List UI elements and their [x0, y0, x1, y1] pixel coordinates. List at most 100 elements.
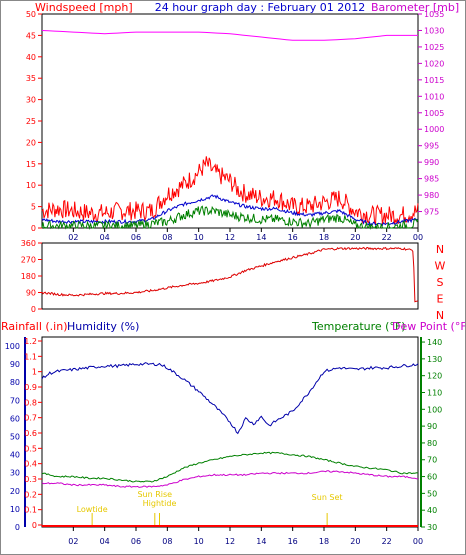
panel3-x-tick-label: 08	[162, 537, 172, 546]
rainfall-tick-label: 0.7	[24, 414, 37, 423]
panel3-x-tick-label: 22	[382, 537, 392, 546]
compass-label: N	[436, 243, 444, 256]
rainfall-tick-label: 0	[32, 521, 37, 530]
windspeed-tick-label: 0	[31, 224, 36, 233]
annotation-label: Sun Set	[312, 493, 343, 502]
panel3-x-tick-label: 10	[194, 537, 204, 546]
barometer-tick-label: 985	[424, 175, 439, 184]
series-temperature	[41, 451, 419, 483]
panel1-x-tick-label: 16	[288, 233, 298, 242]
barometer-tick-label: 1025	[424, 43, 444, 52]
windspeed-tick-label: 45	[26, 31, 36, 40]
rainfall-tick-label: 0.6	[24, 429, 37, 438]
panel2-frame	[41, 242, 419, 310]
compass-label: S	[437, 276, 444, 289]
panel1-x-tick-label: 08	[162, 233, 172, 242]
windspeed-tick-label: 10	[26, 181, 36, 190]
rainfall-tick-label: 0.3	[24, 475, 37, 484]
temperature-tick-label: 80	[427, 439, 437, 448]
series-humidity	[41, 362, 419, 435]
panel3-x-tick-label: 20	[350, 537, 360, 546]
humidity-axis-title: Humidity (%)	[67, 320, 139, 333]
temperature-tick-label: 30	[427, 523, 437, 532]
rainfall-tick-label: 1.1	[24, 352, 37, 361]
humidity-tick-label: 80	[10, 378, 20, 387]
temperature-tick-label: 60	[427, 473, 437, 482]
windspeed-tick-label: 30	[26, 96, 36, 105]
series-windspeed-low	[41, 205, 419, 230]
humidity-tick-label: 0	[15, 523, 20, 532]
barometer-axis-title: Barometer [mb]	[371, 1, 459, 14]
temperature-axis-title: Temperature (°F)	[311, 320, 406, 333]
temperature-tick-label: 120	[427, 372, 442, 381]
humidity-tick-label: 30	[10, 469, 20, 478]
barometer-tick-label: 975	[424, 208, 439, 217]
humidity-tick-label: 60	[10, 414, 20, 423]
rainfall-tick-label: 1	[32, 368, 37, 377]
panel1-x-tick-label: 18	[319, 233, 329, 242]
windspeed-tick-label: 20	[26, 138, 36, 147]
annotation-label: Lowtide	[77, 505, 108, 514]
windspeed-tick-label: 40	[26, 53, 36, 62]
panel3-x-tick-label: 14	[256, 537, 266, 546]
barometer-tick-label: 995	[424, 142, 439, 151]
direction-tick-label: 180	[21, 272, 36, 281]
rainfall-tick-label: 0.2	[24, 490, 37, 499]
panel3-x-tick-label: 04	[100, 537, 110, 546]
windspeed-tick-label: 15	[26, 160, 36, 169]
panel1-frame	[41, 13, 419, 229]
barometer-tick-label: 1030	[424, 26, 444, 35]
panel3-x-tick-label: 12	[225, 537, 235, 546]
temperature-tick-label: 140	[427, 338, 442, 347]
panel1-x-tick-label: 14	[256, 233, 266, 242]
barometer-tick-label: 1010	[424, 92, 444, 101]
temperature-tick-label: 90	[427, 422, 437, 431]
humidity-tick-label: 40	[10, 451, 20, 460]
temperature-tick-label: 130	[427, 355, 442, 364]
panel3-x-tick-label: 02	[68, 537, 78, 546]
compass-label: E	[437, 293, 444, 306]
barometer-tick-label: 1015	[424, 76, 444, 85]
rainfall-tick-label: 0.5	[24, 444, 37, 453]
panel3-x-tick-label: 18	[319, 537, 329, 546]
annotation-label: Sun Rise	[137, 490, 172, 499]
direction-tick-label: 360	[21, 239, 36, 248]
series-dew-point	[41, 470, 419, 488]
humidity-tick-label: 100	[5, 342, 20, 351]
panel3-frame	[41, 336, 419, 528]
panel1-x-tick-label: 10	[194, 233, 204, 242]
direction-tick-label: 0	[31, 305, 36, 314]
temperature-tick-label: 110	[427, 388, 442, 397]
barometer-tick-label: 980	[424, 191, 439, 200]
barometer-tick-label: 1020	[424, 59, 444, 68]
direction-tick-label: 270	[21, 256, 36, 265]
series-windspeed-average	[41, 194, 419, 227]
humidity-tick-label: 50	[10, 433, 20, 442]
annotation-label: Hightide	[143, 499, 177, 508]
temperature-tick-label: 40	[427, 506, 437, 515]
rainfall-tick-label: 1.2	[24, 337, 37, 346]
compass-label: W	[435, 260, 446, 273]
rainfall-tick-label: 0.8	[24, 398, 37, 407]
humidity-tick-label: 10	[10, 505, 20, 514]
windspeed-tick-label: 50	[26, 10, 36, 19]
windspeed-tick-label: 35	[26, 74, 36, 83]
rainfall-tick-label: 0.4	[24, 460, 37, 469]
chart-title: 24 hour graph day : February 01 2012	[155, 1, 366, 14]
dewpoint-axis-title: Dew Point (°F)	[392, 320, 466, 333]
temperature-tick-label: 70	[427, 456, 437, 465]
panel1-x-tick-label: 04	[100, 233, 110, 242]
humidity-tick-label: 90	[10, 360, 20, 369]
temperature-tick-label: 50	[427, 489, 437, 498]
compass-label: N	[436, 309, 444, 322]
windspeed-tick-label: 5	[31, 203, 36, 212]
barometer-tick-label: 990	[424, 158, 439, 167]
panel1-x-tick-label: 06	[131, 233, 141, 242]
windspeed-axis-title: Windspeed [mph]	[35, 1, 133, 14]
windspeed-tick-label: 25	[26, 117, 36, 126]
barometer-tick-label: 1035	[424, 10, 444, 19]
barometer-tick-label: 1005	[424, 109, 444, 118]
rainfall-tick-label: 0.1	[24, 506, 37, 515]
